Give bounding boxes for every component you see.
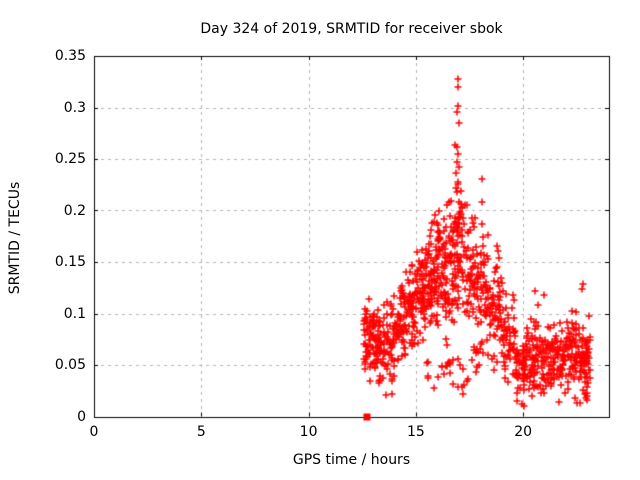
x-tick-label: 10 bbox=[299, 424, 318, 440]
y-tick-label: 0.25 bbox=[54, 151, 86, 167]
x-axis-label: GPS time / hours bbox=[292, 452, 411, 468]
chart-title: Day 324 of 2019, SRMTID for receiver sbo… bbox=[200, 21, 503, 37]
y-tick-label: 0.15 bbox=[54, 254, 86, 270]
y-tick-label: 0 bbox=[77, 408, 86, 425]
y-tick-label: 0.1 bbox=[63, 305, 86, 322]
y-tick-label: 0.05 bbox=[54, 357, 86, 373]
x-tick-label: 20 bbox=[514, 424, 533, 440]
x-tick-label: 15 bbox=[406, 424, 425, 440]
y-tick-label: 0.2 bbox=[63, 202, 86, 219]
y-tick-label: 0.35 bbox=[54, 48, 86, 64]
x-tick-label: 0 bbox=[89, 424, 99, 440]
y-tick-label: 0.3 bbox=[63, 99, 86, 116]
x-tick-label: 5 bbox=[196, 424, 206, 440]
